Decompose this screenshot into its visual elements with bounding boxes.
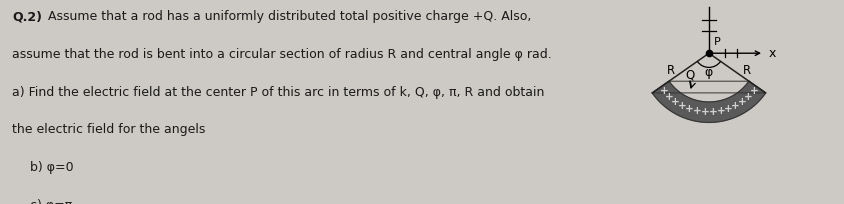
Polygon shape xyxy=(652,81,766,122)
Text: +: + xyxy=(744,92,753,102)
Text: Q.2): Q.2) xyxy=(12,10,42,23)
Text: x: x xyxy=(768,47,776,60)
Text: +: + xyxy=(731,101,740,111)
Text: Assume that a rod has a uniformly distributed total positive charge +Q. Also,: Assume that a rod has a uniformly distri… xyxy=(45,10,532,23)
Text: +: + xyxy=(665,92,674,102)
Text: +: + xyxy=(724,104,733,114)
Text: P: P xyxy=(714,37,721,47)
Text: +: + xyxy=(678,101,687,111)
Text: +: + xyxy=(693,106,701,116)
Text: +: + xyxy=(738,97,747,107)
Text: +: + xyxy=(671,97,679,107)
Text: c) φ=π: c) φ=π xyxy=(30,199,73,204)
Text: R: R xyxy=(744,64,751,77)
Text: +: + xyxy=(701,107,709,117)
Text: +: + xyxy=(749,86,759,96)
Text: +: + xyxy=(717,106,725,116)
Text: +: + xyxy=(659,86,668,96)
Text: Q: Q xyxy=(685,69,695,81)
Text: +: + xyxy=(685,104,694,114)
Text: a) Find the electric field at the center P of this arc in terms of k, Q, φ, π, R: a) Find the electric field at the center… xyxy=(12,86,544,99)
Text: the electric field for the angels: the electric field for the angels xyxy=(12,123,206,136)
Text: +: + xyxy=(709,107,717,117)
Text: b) φ=0: b) φ=0 xyxy=(30,161,74,174)
Text: assume that the rod is bent into a circular section of radius R and central angl: assume that the rod is bent into a circu… xyxy=(12,48,552,61)
Text: R: R xyxy=(667,64,674,77)
Text: φ: φ xyxy=(705,66,713,79)
